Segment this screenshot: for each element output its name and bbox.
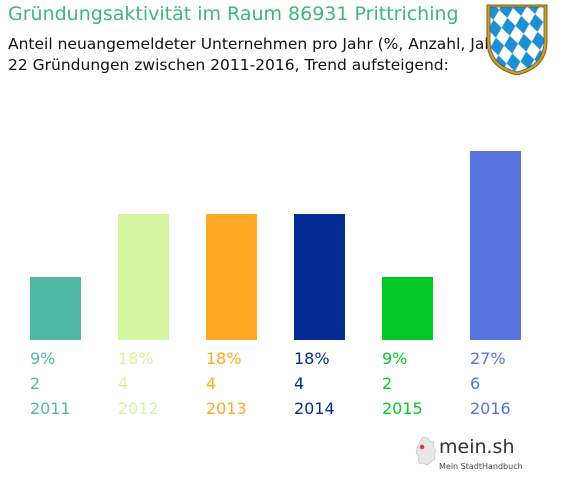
count-label-2016: 6 — [470, 374, 480, 393]
percent-label-2012: 18% — [118, 349, 154, 368]
year-label-2014: 2014 — [294, 399, 335, 418]
bar-2015 — [382, 277, 433, 340]
chart-subtitle-line1: Anteil neuangemeldeter Unternehmen pro J… — [8, 35, 507, 53]
percent-label-2011: 9% — [30, 349, 55, 368]
count-label-2014: 4 — [294, 374, 304, 393]
bar-2014 — [294, 214, 345, 340]
count-label-2015: 2 — [382, 374, 392, 393]
count-label-2012: 4 — [118, 374, 128, 393]
chart-title: Gründungsaktivität im Raum 86931 Prittri… — [8, 3, 459, 25]
percent-label-2013: 18% — [206, 349, 242, 368]
year-label-2015: 2015 — [382, 399, 423, 418]
percent-label-2014: 18% — [294, 349, 330, 368]
year-label-2012: 2012 — [118, 399, 159, 418]
bar-2013 — [206, 214, 257, 340]
year-label-2011: 2011 — [30, 399, 71, 418]
logo-subtext: Mein StadtHandbuch — [439, 462, 523, 471]
count-label-2011: 2 — [30, 374, 40, 393]
germany-map-icon — [415, 436, 437, 466]
logo-text: mein.sh — [439, 436, 515, 458]
bar-2012 — [118, 214, 169, 340]
chart-subtitle-line2: 22 Gründungen zwischen 2011-2016, Trend … — [8, 56, 449, 74]
percent-label-2015: 9% — [382, 349, 407, 368]
bar-2016 — [470, 151, 521, 340]
bavarian-lozenges-crest-icon — [486, 4, 548, 75]
count-label-2013: 4 — [206, 374, 216, 393]
percent-label-2016: 27% — [470, 349, 506, 368]
year-label-2013: 2013 — [206, 399, 247, 418]
mein-sh-logo: mein.sh Mein StadtHandbuch — [412, 432, 532, 478]
year-label-2016: 2016 — [470, 399, 511, 418]
bar-2011 — [30, 277, 81, 340]
